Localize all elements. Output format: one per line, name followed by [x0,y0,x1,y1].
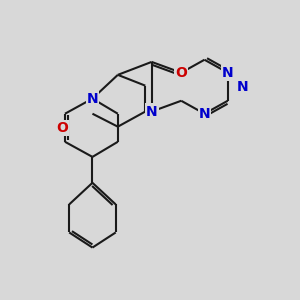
Text: N: N [222,66,233,80]
Text: N: N [146,105,158,118]
Text: O: O [175,66,187,80]
Text: O: O [56,121,68,135]
Text: N: N [237,80,248,94]
Text: N: N [199,107,210,121]
Text: N: N [87,92,98,106]
